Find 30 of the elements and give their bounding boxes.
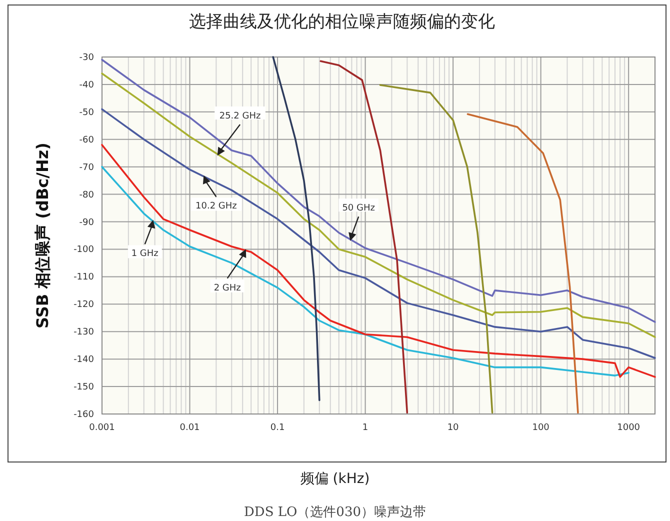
y-tick-label: -130 [74, 328, 94, 338]
x-tick-label: 0.001 [89, 423, 115, 433]
y-tick-label: -90 [79, 218, 94, 228]
x-tick-label: 1000 [617, 423, 640, 433]
text: DDS LO（选件030）噪声边带 [244, 505, 426, 520]
y-axis-title: SSB 相位噪声 (dBc/Hz) [33, 142, 52, 328]
y-tick-label: -50 [79, 108, 94, 118]
x-tick-label: 1 [362, 423, 368, 433]
x-axis-title: 频偏 (kHz) [300, 471, 370, 487]
y-tick-label: -150 [74, 382, 94, 393]
annotation: 1 GHz [131, 249, 159, 260]
y-tick-label: -140 [74, 355, 94, 366]
annotation: 2 GHz [214, 283, 242, 294]
x-tick-label: 0.1 [270, 423, 285, 433]
y-tick-label: -110 [74, 272, 94, 283]
y-tick-label: -30 [79, 53, 94, 63]
annotation: 50 GHz [342, 204, 376, 214]
chart-title: 选择曲线及优化的相位噪声随频偏的变化 [189, 12, 495, 32]
y-tick-label: -60 [79, 135, 94, 146]
x-tick-label: 0.01 [180, 423, 200, 433]
y-tick-label: -80 [79, 190, 94, 200]
y-tick-label: -160 [74, 410, 94, 420]
annotation: 25.2 GHz [219, 111, 261, 122]
x-tick-label: 100 [532, 423, 550, 433]
y-tick-label: -100 [74, 245, 94, 256]
annotation: 10.2 GHz [196, 202, 238, 212]
y-tick-label: -120 [74, 300, 94, 310]
x-tick-label: 10 [447, 423, 460, 433]
y-tick-label: -40 [79, 80, 94, 90]
y-tick-label: -70 [79, 162, 94, 173]
